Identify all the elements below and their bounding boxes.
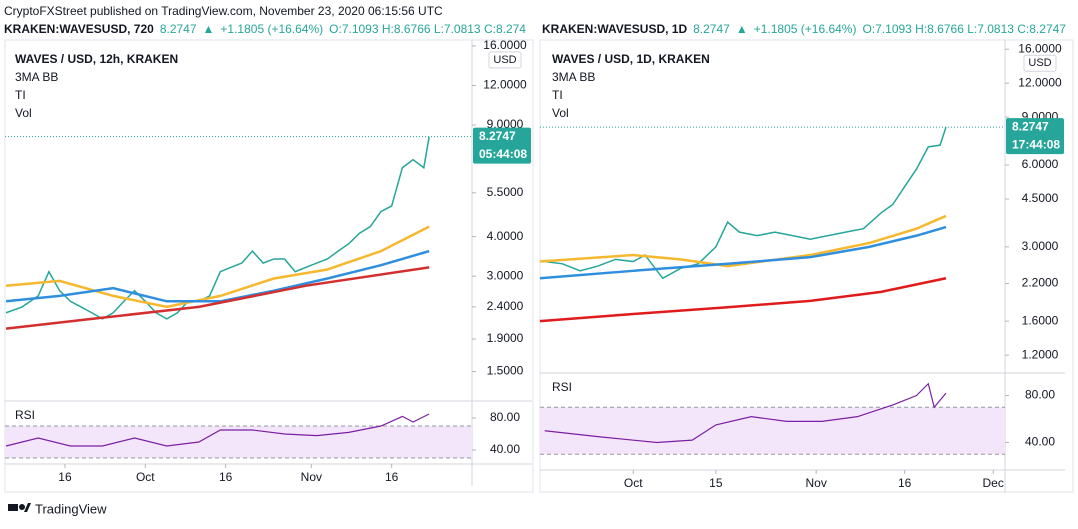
indicator-label: Vol xyxy=(15,106,32,120)
y-tick-label: 1.6000 xyxy=(1022,313,1059,327)
logo xyxy=(8,503,31,512)
y-tick-label: 16.0000 xyxy=(1018,41,1062,55)
last-price-box xyxy=(473,127,531,164)
rsi-line xyxy=(544,382,947,444)
rsi-band xyxy=(540,407,1005,455)
price-line xyxy=(5,225,430,309)
currency-box xyxy=(1023,54,1057,72)
currency: USD xyxy=(1028,57,1051,69)
price-line xyxy=(5,266,430,330)
y-tick-label: 2.2000 xyxy=(1022,276,1059,290)
y-tick-label: 12.0000 xyxy=(483,78,527,92)
last: 8.2747 xyxy=(693,22,730,36)
indicator-label: 3MA BB xyxy=(552,70,595,84)
countdown: 05:44:08 xyxy=(479,147,527,161)
x-tick-label: 16 xyxy=(58,470,72,484)
y-tick-label: 1.5000 xyxy=(487,364,524,378)
price-line xyxy=(539,225,947,280)
x-tick-label: 16 xyxy=(219,470,233,484)
y-tick-label: 12.0000 xyxy=(1018,75,1062,89)
x-tick-label: 16 xyxy=(385,470,399,484)
x-tick-label: 16 xyxy=(898,476,912,490)
currency-box xyxy=(488,51,522,69)
y-tick-label: 80.00 xyxy=(490,410,520,424)
y-tick-label: 1.9000 xyxy=(487,331,524,345)
price-line xyxy=(539,277,947,323)
last-price-label: 8.2747 xyxy=(1012,119,1049,133)
currency: USD xyxy=(493,54,516,66)
x-tick-label: 15 xyxy=(709,476,723,490)
x-tick-label: Nov xyxy=(301,470,322,484)
indicator-label: Vol xyxy=(552,106,569,120)
y-tick-label: 6.0000 xyxy=(1022,157,1059,171)
price-line xyxy=(544,126,947,280)
change: +1.1805 (+16.64%) xyxy=(753,22,857,36)
chart-title: WAVES / USD, 1D, KRAKEN xyxy=(552,52,710,66)
indicator-label: TI xyxy=(15,88,26,102)
x-tick-label: Oct xyxy=(136,470,155,484)
y-tick-label: 3.0000 xyxy=(487,268,524,282)
y-tick-label: 4.5000 xyxy=(1022,191,1059,205)
last: 8.2747 xyxy=(159,22,197,36)
price-line xyxy=(5,249,430,303)
y-tick-label: 5.5000 xyxy=(487,185,524,199)
x-tick-label: Oct xyxy=(624,476,643,490)
change: +1.1805 (+16.64%) xyxy=(220,22,324,36)
y-tick-label: 40.00 xyxy=(490,442,520,456)
chart-title: WAVES / USD, 12h, KRAKEN xyxy=(15,52,178,66)
y-tick-label: 40.00 xyxy=(1025,435,1055,449)
last-price-label: 8.2747 xyxy=(479,129,516,143)
symbol: KRAKEN:WAVESUSD, 1D xyxy=(542,22,688,36)
indicator-label: TI xyxy=(552,88,563,102)
y-tick-label: 80.00 xyxy=(1025,388,1055,402)
panel-frame xyxy=(4,39,534,493)
y-tick-label: 2.4000 xyxy=(487,299,524,313)
last-price-box xyxy=(1006,118,1064,155)
rsi-title: RSI xyxy=(552,380,572,394)
ohlc: O:7.1093 H:8.6766 L:7.0813 C:8.2747 xyxy=(862,22,1066,36)
arrow: ▲ xyxy=(735,22,748,36)
countdown: 17:44:08 xyxy=(1012,137,1060,151)
indicator-label: 3MA BB xyxy=(15,70,58,84)
x-tick-label: Dec xyxy=(983,476,1004,490)
y-tick-label: 1.2000 xyxy=(1022,347,1059,361)
footer: TradingView xyxy=(35,501,107,516)
y-tick-label: 4.0000 xyxy=(487,229,524,243)
y-tick-label: 16.0000 xyxy=(483,38,527,52)
panel-frame xyxy=(539,39,1074,493)
price-line xyxy=(539,214,947,268)
symbol: KRAKEN:WAVESUSD, 720 xyxy=(4,22,154,36)
x-tick-label: Nov xyxy=(805,476,826,490)
price-line xyxy=(5,136,430,320)
y-tick-label: 3.0000 xyxy=(1022,239,1059,253)
symbol-line: KRAKEN:WAVESUSD, 720 8.2747 ▲ +1.1805 (+16.… xyxy=(4,22,532,36)
symbol-line: KRAKEN:WAVESUSD, 1D 8.2747 ▲ +1.1805 (+16.6… xyxy=(542,22,1078,36)
ohlc: O:7.1093 H:8.6766 L:7.0813 C:8.274 xyxy=(329,22,526,36)
rsi-band xyxy=(5,426,472,458)
rsi-line xyxy=(5,413,430,447)
publisher: CryptoFXStreet published on TradingView.… xyxy=(4,4,443,18)
rsi-title: RSI xyxy=(15,408,35,422)
arrow: ▲ xyxy=(202,22,215,36)
